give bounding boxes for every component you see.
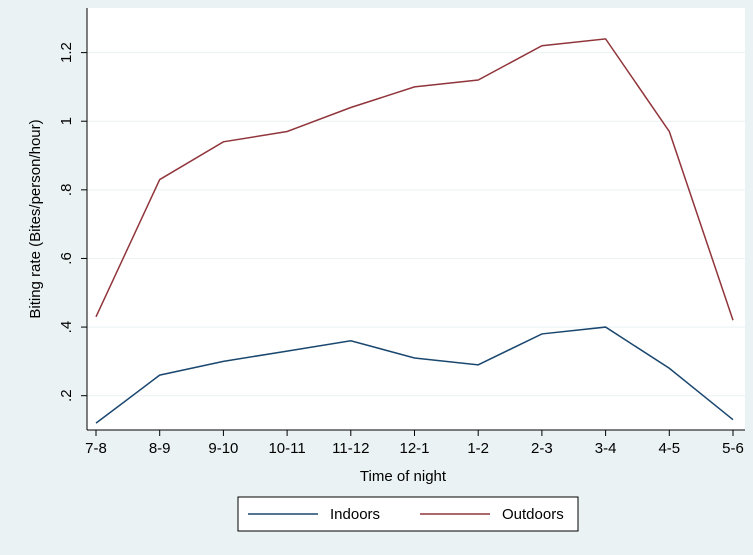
- x-tick-label: 12-1: [399, 440, 429, 457]
- x-tick-label: 5-6: [722, 440, 744, 457]
- grid: [87, 52, 745, 397]
- legend-label: Indoors: [330, 506, 380, 523]
- y-tick-label: .4: [58, 321, 75, 334]
- series-line: [95, 38, 734, 321]
- x-axis-title: Time of night: [360, 468, 447, 485]
- series-line: [95, 326, 734, 424]
- plot-area: [87, 8, 745, 430]
- y-tick-label: .8: [58, 184, 75, 197]
- x-tick-label: 10-11: [268, 440, 305, 457]
- x-tick-label: 11-12: [332, 440, 369, 457]
- x-tick-label: 7-8: [85, 440, 107, 457]
- legend-label: Outdoors: [502, 506, 564, 523]
- x-tick-label: 2-3: [531, 440, 553, 457]
- x-tick-label: 8-9: [149, 440, 171, 457]
- y-tick-label: 1.2: [58, 42, 75, 63]
- y-tick-label: 1: [58, 117, 75, 125]
- x-tick-label: 3-4: [595, 440, 617, 457]
- x-tick-label: 4-5: [658, 440, 680, 457]
- y-tick-label: .2: [58, 389, 75, 402]
- x-tick-label: 1-2: [467, 440, 489, 457]
- x-tick-label: 9-10: [208, 440, 238, 457]
- y-tick-label: .6: [58, 252, 75, 265]
- y-axis-title: Biting rate (Bites/person/hour): [27, 119, 44, 318]
